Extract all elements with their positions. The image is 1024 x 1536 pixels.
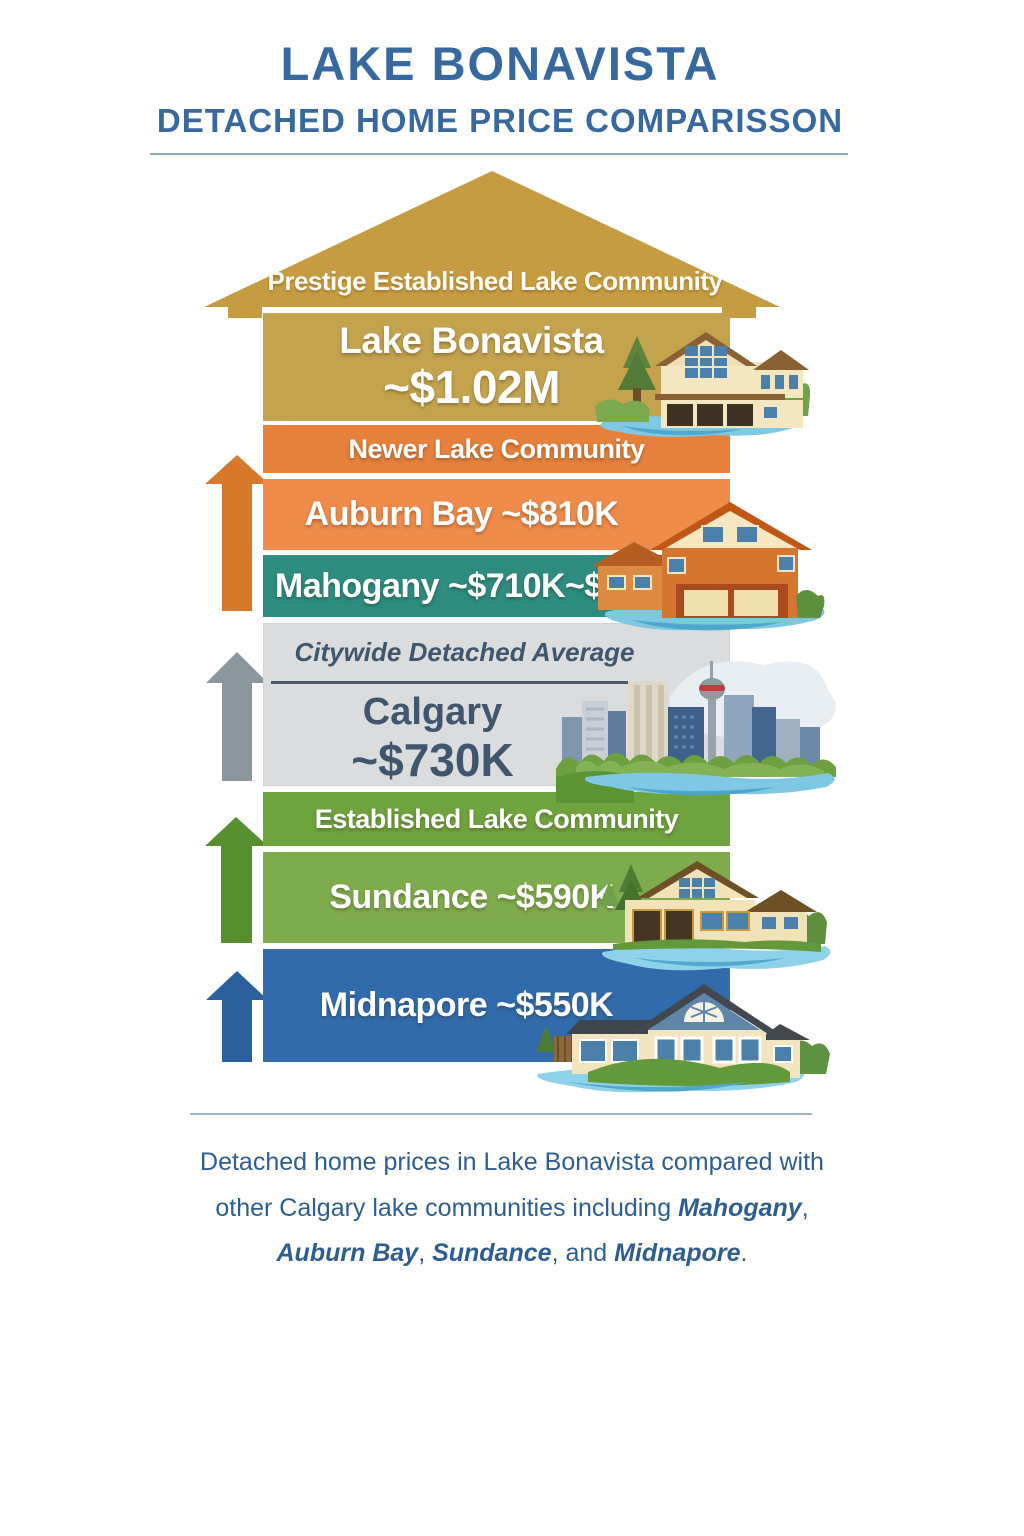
header-divider: [150, 153, 848, 155]
midnapore-bar: Midnapore ~$550K: [263, 949, 730, 1062]
lake-bonavista-name: Lake Bonavista: [339, 320, 604, 362]
auburn-bay-name: Auburn Bay: [304, 495, 493, 533]
footer-community-mahogany: Mahogany: [678, 1193, 802, 1222]
lake-bonavista-price: ~$1.02M: [383, 361, 560, 414]
calgary-panel: Citywide Detached Average Calgary ~$730K: [263, 623, 730, 786]
calgary-name: Calgary: [362, 691, 503, 733]
lake-bonavista-bar: Lake Bonavista ~$1.02M: [263, 313, 730, 421]
page-subtitle: DETACHED HOME PRICE COMPARISSON: [156, 102, 844, 139]
up-arrow-gray-icon: [206, 652, 268, 781]
citywide-divider: [271, 681, 663, 684]
mahogany-price: ~$710K~$900K: [447, 566, 683, 605]
citywide-average-label: Citywide Detached Average: [294, 637, 635, 667]
roof-shape-icon: [204, 171, 780, 318]
footer-community-auburn-bay: Auburn Bay: [276, 1239, 419, 1267]
mahogany-bar: Mahogany ~$710K~$900K: [263, 555, 730, 617]
page-title: LAKE BONAVISTA: [280, 37, 720, 90]
established-lake-community-header: Established Lake Community: [263, 792, 730, 846]
footer-community-sundance: Sundance: [432, 1239, 552, 1267]
mahogany-name: Mahogany: [274, 566, 440, 605]
roof-group-label: Prestige Established Lake Community: [267, 266, 723, 296]
established-lake-community-label: Established Lake Community: [314, 803, 679, 834]
sundance-name: Sundance: [329, 878, 488, 916]
calgary-price: ~$730K: [351, 734, 514, 786]
midnapore-price: ~$550K: [496, 986, 614, 1024]
footer-caption-text: Detached home prices in Lake Bonavista c…: [200, 1148, 824, 1222]
up-arrow-blue-icon: [206, 971, 268, 1062]
sundance-price: ~$590K: [496, 878, 615, 916]
footer-caption: Detached home prices in Lake Bonavista c…: [200, 1148, 824, 1267]
newer-lake-community-header: Newer Lake Community: [263, 425, 730, 473]
footer-community-midnapore: Midnapore: [614, 1239, 741, 1267]
up-arrow-orange-icon: [205, 455, 269, 611]
up-arrow-green-icon: [205, 817, 268, 943]
newer-lake-community-label: Newer Lake Community: [348, 433, 645, 464]
auburn-bay-bar: Auburn Bay ~$810K: [263, 479, 730, 550]
midnapore-name: Midnapore: [319, 986, 488, 1024]
auburn-bay-price: ~$810K: [501, 495, 619, 533]
sundance-bar: Sundance ~$590K: [263, 852, 730, 943]
footer-divider: [190, 1113, 812, 1115]
